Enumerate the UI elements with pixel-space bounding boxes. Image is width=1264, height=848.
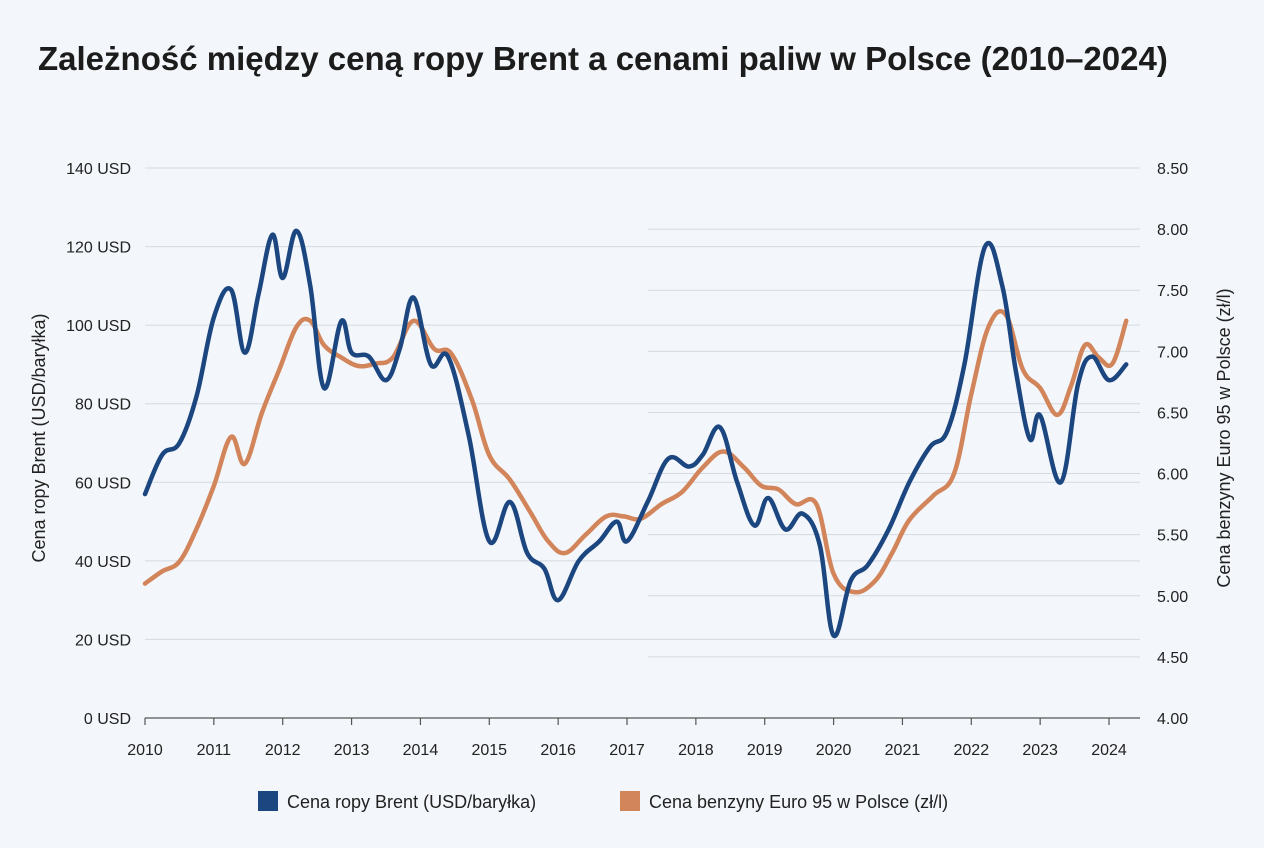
series-line-petrol (142, 309, 1129, 595)
grid-right (648, 228, 1140, 658)
x-tick-label: 2016 (540, 742, 576, 759)
x-tick-label: 2020 (816, 742, 852, 759)
y-right-tick-label: 7.00 (1157, 344, 1188, 361)
y-right-tick-label: 4.50 (1157, 650, 1188, 667)
legend-swatch-petrol (620, 791, 640, 811)
x-tick-label: 2018 (678, 742, 714, 759)
x-tick-label: 2019 (747, 742, 783, 759)
y-left-labels: 0 USD 20 USD 40 USD 60 USD 80 USD 100 USD 120 … (66, 161, 131, 728)
y-left-tick-label: 20 USD (75, 632, 131, 649)
y-left-tick-label: 60 USD (75, 475, 131, 492)
x-tick-label: 2017 (609, 742, 645, 759)
y-left-tick-label: 80 USD (75, 397, 131, 414)
x-tick-label: 2014 (403, 742, 439, 759)
y-right-tick-label: 4.00 (1157, 711, 1188, 728)
y-right-title: Cena benzyny Euro 95 w Polsce (zł/l) (1214, 288, 1234, 587)
y-left-tick-label: 100 USD (66, 318, 131, 335)
y-left-tick-label: 120 USD (66, 240, 131, 257)
y-left-tick-label: 0 USD (84, 711, 131, 728)
series-line-brent (142, 228, 1129, 638)
x-tick-label: 2012 (265, 742, 301, 759)
x-tick-label: 2015 (471, 742, 507, 759)
x-tick-label: 2023 (1022, 742, 1058, 759)
y-right-tick-label: 7.50 (1157, 283, 1188, 300)
legend-label-brent: Cena ropy Brent (USD/baryłka) (287, 792, 536, 812)
grid-left (145, 167, 1140, 640)
y-left-tick-label: 40 USD (75, 554, 131, 571)
y-left-title: Cena ropy Brent (USD/baryłka) (29, 313, 49, 562)
y-right-tick-label: 8.00 (1157, 222, 1188, 239)
y-left-tick-label: 140 USD (66, 161, 131, 178)
x-ticks: 2010 2011 2012 2013 2014 2015 2016 2017 2018 2019… (127, 718, 1127, 759)
legend: Cena ropy Brent (USD/baryłka) Cena benzy… (258, 791, 948, 812)
legend-swatch-brent (258, 791, 278, 811)
series-layer (142, 228, 1129, 638)
y-right-tick-label: 6.50 (1157, 405, 1188, 422)
x-tick-label: 2022 (954, 742, 990, 759)
y-right-labels: 4.00 4.50 5.00 5.50 6.00 6.50 7.00 7.50 8.00 8.50 (1157, 161, 1188, 728)
y-right-tick-label: 8.50 (1157, 161, 1188, 178)
x-tick-label: 2024 (1091, 742, 1127, 759)
y-right-tick-label: 5.00 (1157, 589, 1188, 606)
y-right-tick-label: 6.00 (1157, 467, 1188, 484)
legend-label-petrol: Cena benzyny Euro 95 w Polsce (zł/l) (649, 792, 948, 812)
x-tick-label: 2011 (197, 742, 232, 759)
chart-title: Zależność między ceną ropy Brent a cenam… (38, 40, 1168, 77)
x-tick-label: 2010 (127, 742, 163, 759)
y-right-tick-label: 5.50 (1157, 528, 1188, 545)
x-tick-label: 2021 (885, 742, 921, 759)
x-tick-label: 2013 (334, 742, 370, 759)
